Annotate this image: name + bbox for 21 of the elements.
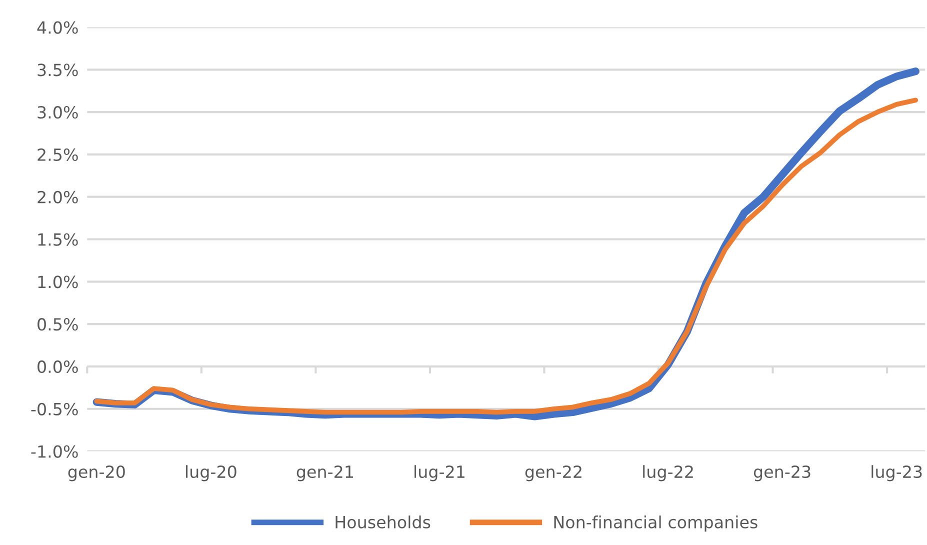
legend-label: Households bbox=[336, 516, 430, 528]
y-tick-label: 0.5% bbox=[38, 318, 78, 331]
y-tick-label: -1.0% bbox=[31, 445, 78, 458]
y-tick-label: 4.0% bbox=[37, 21, 78, 34]
y-tick-label: 2.5% bbox=[38, 148, 78, 162]
y-tick-label: 0.0% bbox=[38, 360, 78, 374]
y-tick-label: 1.0% bbox=[38, 276, 78, 288]
y-tick-label: 3.0% bbox=[38, 106, 78, 119]
y-tick-label: 2.0% bbox=[38, 190, 78, 204]
x-tick-label: gen-20 bbox=[68, 465, 125, 482]
x-tick-label: gen-21 bbox=[296, 465, 353, 482]
x-tick-label: lug-20 bbox=[186, 465, 236, 482]
x-tick-label: lug-21 bbox=[414, 465, 464, 482]
x-tick-label: lug-23 bbox=[872, 465, 922, 482]
x-tick-label: lug-22 bbox=[643, 465, 693, 482]
x-tick-label: gen-22 bbox=[525, 465, 582, 482]
x-tick-label: gen-23 bbox=[754, 465, 810, 482]
legend-label: Non-financial companies bbox=[554, 516, 758, 532]
y-tick-label: -0.5% bbox=[31, 402, 78, 416]
y-tick-label: 1.5% bbox=[38, 233, 78, 246]
y-tick-label: 3.5% bbox=[38, 64, 78, 76]
